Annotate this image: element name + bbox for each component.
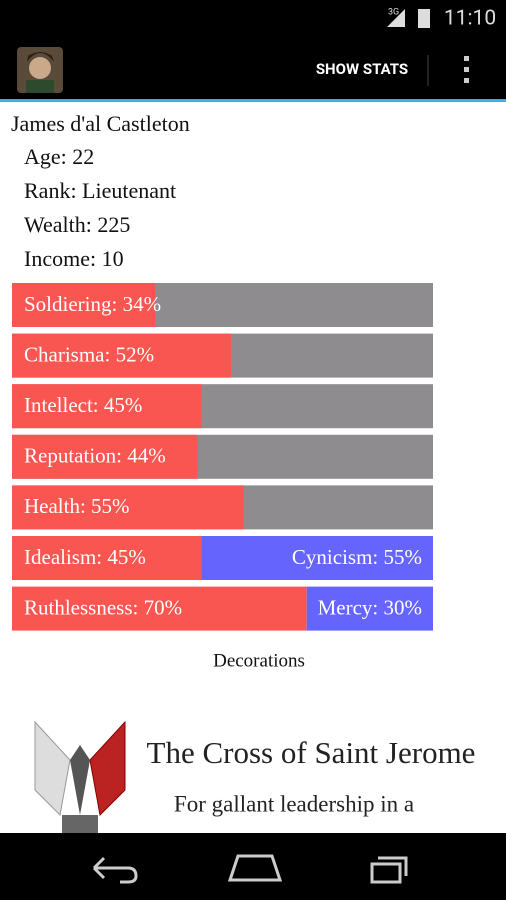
back-button[interactable] bbox=[92, 856, 138, 884]
clock: 11:10 bbox=[444, 7, 496, 31]
ribbon-left bbox=[34, 720, 71, 817]
stat-label: Charisma: 52% bbox=[24, 342, 154, 366]
stat-fill bbox=[12, 485, 244, 530]
character-detail: Age: 22 bbox=[24, 144, 94, 169]
medal-cross bbox=[62, 815, 98, 833]
recents-back bbox=[378, 856, 408, 876]
stat-left-label: Ruthlessness: 70% bbox=[24, 595, 182, 619]
medal-image bbox=[34, 720, 126, 833]
medal-title: The Cross of Saint Jerome bbox=[147, 735, 476, 770]
avatar-coat bbox=[26, 80, 54, 93]
recents-front bbox=[370, 862, 402, 884]
character-name: James d'al Castleton bbox=[11, 111, 190, 136]
stat-left-label: Idealism: 45% bbox=[24, 545, 146, 569]
status-bar bbox=[0, 0, 506, 38]
home-button[interactable] bbox=[227, 854, 283, 882]
recents-button[interactable] bbox=[370, 856, 408, 884]
stat-right-fill bbox=[306, 586, 433, 631]
network-type: 3G bbox=[388, 7, 399, 17]
stat-right-label: Mercy: 30% bbox=[318, 595, 422, 619]
avatar-face bbox=[29, 57, 51, 79]
show-stats-button[interactable]: SHOW STATS bbox=[316, 60, 408, 78]
stat-fill bbox=[12, 384, 202, 429]
stat-right-fill bbox=[201, 536, 433, 580]
decorations-heading: Decorations bbox=[213, 650, 305, 671]
menu-dot bbox=[464, 67, 469, 72]
character-detail: Rank: Lieutenant bbox=[24, 178, 176, 203]
action-bar-divider bbox=[0, 99, 506, 102]
stat-fill bbox=[12, 434, 198, 479]
app-icon[interactable] bbox=[17, 47, 63, 93]
overflow-menu[interactable] bbox=[464, 56, 469, 83]
signal-icon bbox=[387, 9, 405, 27]
stat-right-label: Cynicism: 55% bbox=[292, 545, 422, 569]
stat-left-fill bbox=[12, 536, 202, 580]
stat-label: Health: 55% bbox=[24, 494, 130, 518]
stat-left-fill bbox=[12, 586, 307, 631]
action-bar bbox=[0, 38, 506, 100]
stat-fill bbox=[12, 283, 156, 327]
stat-label: Soldiering: 34% bbox=[24, 292, 161, 316]
menu-dot bbox=[464, 78, 469, 83]
stat-fill bbox=[12, 333, 231, 378]
battery-icon bbox=[418, 9, 430, 28]
stat-label: Reputation: 44% bbox=[24, 444, 166, 468]
medal-text: For gallant leadership in a bbox=[174, 791, 414, 816]
character-detail: Wealth: 225 bbox=[24, 212, 130, 237]
avatar-hair bbox=[27, 52, 54, 62]
character-detail: Income: 10 bbox=[24, 246, 124, 271]
stat-label: Intellect: 45% bbox=[24, 393, 142, 417]
menu-dot bbox=[464, 56, 469, 61]
ribbon-center bbox=[70, 745, 90, 815]
nav-bar bbox=[0, 833, 506, 900]
ribbon-right bbox=[89, 720, 126, 817]
